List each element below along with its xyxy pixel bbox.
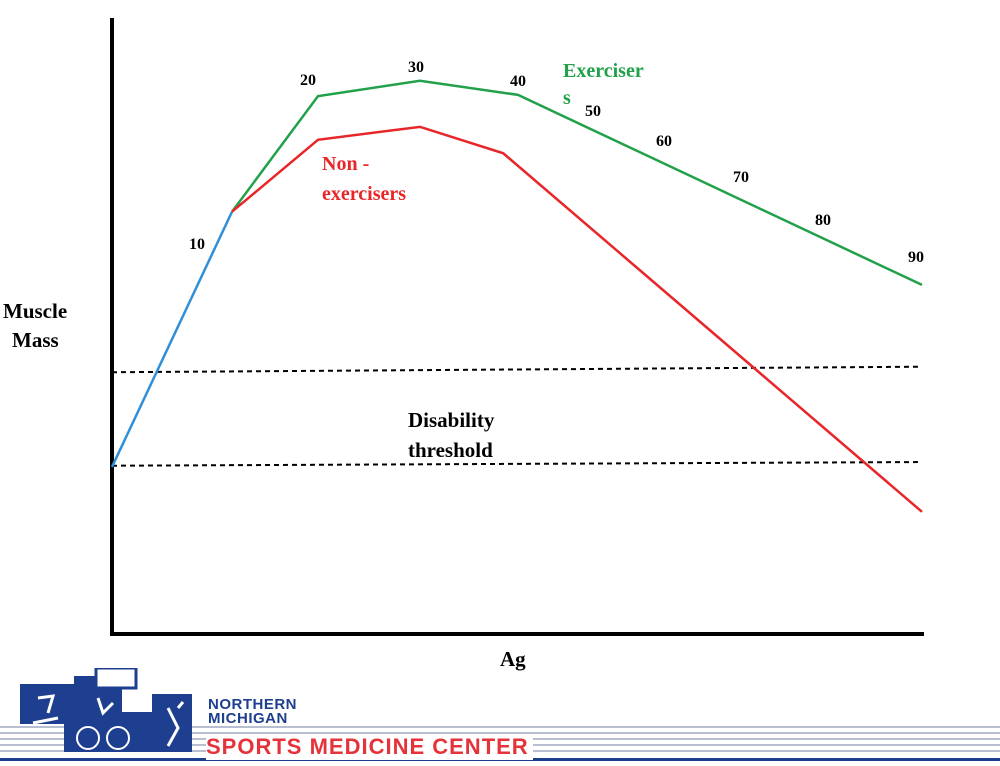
y-axis-label-line2: Mass bbox=[12, 328, 59, 352]
sports-pictogram-icon bbox=[20, 668, 192, 752]
exercisers-label-line1: Exerciser bbox=[563, 60, 644, 82]
x-axis-label: Ag bbox=[500, 647, 526, 671]
logo-text-sports-medicine-center: SPORTS MEDICINE CENTER bbox=[206, 734, 533, 760]
age-label-20: 20 bbox=[300, 72, 316, 89]
non-exercisers-label-line2: exercisers bbox=[322, 183, 406, 205]
age-label-80: 80 bbox=[815, 212, 831, 229]
threshold-upper-line bbox=[111, 365, 923, 374]
age-label-90: 90 bbox=[908, 249, 924, 266]
footer-logo: NORTHERN MICHIGAN SPORTS MEDICINE CENTER bbox=[0, 668, 1000, 766]
exercisers-line bbox=[230, 79, 923, 287]
non-exercisers-label-line1: Non - bbox=[322, 153, 369, 175]
age-label-60: 60 bbox=[656, 133, 672, 150]
threshold-label-line1: Disability bbox=[408, 408, 495, 432]
age-label-30: 30 bbox=[408, 59, 424, 76]
muscle-mass-chart: 10 20 30 40 50 60 70 80 90 Muscle Mass Ag Exerci… bbox=[3, 18, 924, 671]
age-label-10: 10 bbox=[189, 236, 205, 253]
growth-line bbox=[110, 211, 234, 468]
threshold-label-line2: threshold bbox=[408, 438, 493, 462]
logo-text-northern-michigan: NORTHERN MICHIGAN bbox=[208, 696, 297, 727]
threshold-lower-line bbox=[111, 461, 923, 467]
exercisers-label-line2: s bbox=[563, 87, 571, 109]
age-label-40: 40 bbox=[510, 73, 526, 90]
age-label-50: 50 bbox=[585, 103, 601, 120]
y-axis-label-line1: Muscle bbox=[3, 299, 67, 323]
non-exercisers-line bbox=[231, 125, 923, 513]
age-label-70: 70 bbox=[733, 169, 749, 186]
